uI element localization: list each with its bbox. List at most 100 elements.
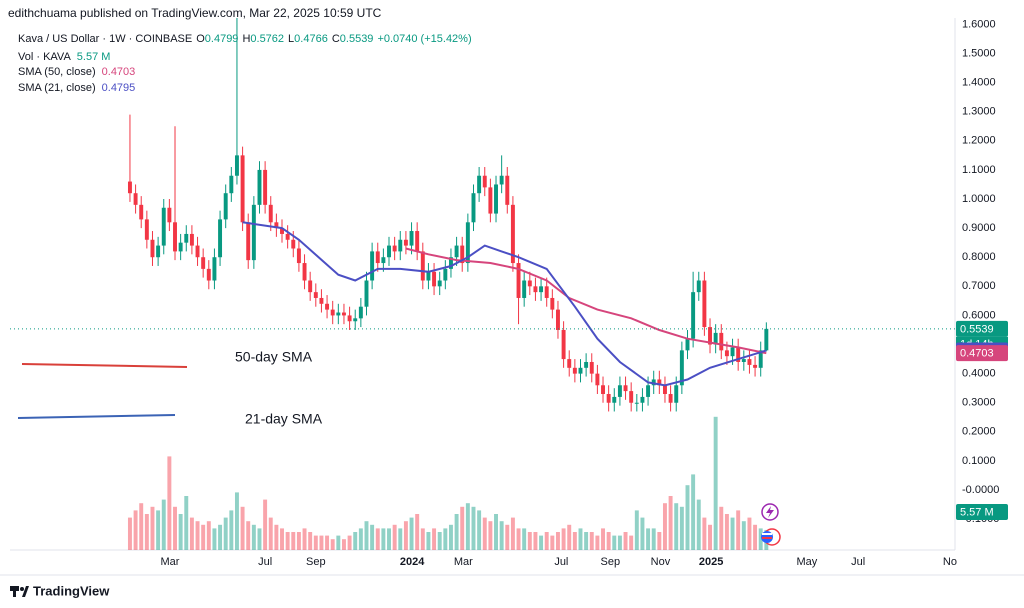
candle-body bbox=[572, 367, 577, 374]
x-tick-label: Nov bbox=[651, 556, 671, 568]
volume-bar bbox=[139, 503, 144, 550]
candle-body bbox=[561, 329, 566, 360]
volume-bar bbox=[685, 485, 690, 550]
candle-body bbox=[341, 312, 346, 316]
volume-bar bbox=[640, 517, 645, 550]
volume-bar bbox=[285, 532, 290, 550]
candle-body bbox=[195, 245, 200, 258]
y-tick-label: 1.3000 bbox=[962, 106, 996, 118]
y-tick-label: 1.2000 bbox=[962, 135, 996, 147]
volume-bar bbox=[634, 510, 639, 550]
candle-body bbox=[229, 175, 234, 194]
volume-bar bbox=[691, 474, 696, 550]
volume-bar bbox=[555, 532, 560, 550]
volume-bar bbox=[516, 528, 521, 550]
candle-body bbox=[629, 391, 634, 403]
price-badge-label: 0.4703 bbox=[960, 348, 994, 360]
volume-bar bbox=[662, 503, 667, 550]
volume-bar bbox=[668, 496, 673, 550]
candle-body bbox=[482, 175, 487, 188]
volume-bar bbox=[674, 503, 679, 550]
candle-body bbox=[347, 315, 352, 322]
candle-body bbox=[212, 257, 217, 281]
volume-bar bbox=[336, 535, 341, 550]
volume-bar bbox=[218, 524, 223, 550]
candle-body bbox=[358, 306, 363, 319]
volume-bar bbox=[370, 524, 375, 550]
candle-body bbox=[708, 327, 712, 345]
candle-body bbox=[392, 245, 397, 252]
ohlc-value: 0.5762 bbox=[250, 33, 284, 45]
volume-bar bbox=[296, 532, 301, 550]
candle-body bbox=[274, 222, 279, 229]
candle-body bbox=[589, 361, 594, 374]
volume-bar bbox=[544, 532, 549, 550]
volume-bar bbox=[184, 496, 189, 550]
candle-body bbox=[747, 359, 752, 365]
candle-body bbox=[465, 222, 470, 264]
candle-body bbox=[184, 233, 189, 243]
plot-area bbox=[127, 18, 769, 550]
candle-body bbox=[578, 367, 583, 374]
candle-body bbox=[477, 175, 482, 194]
volume-bar bbox=[358, 528, 363, 550]
candle-body bbox=[454, 245, 459, 258]
volume-bar bbox=[167, 456, 172, 550]
candle-body bbox=[555, 309, 560, 330]
price-badge bbox=[956, 503, 1008, 520]
candle-body bbox=[499, 175, 504, 185]
event-icons bbox=[761, 503, 781, 546]
volume-bar bbox=[606, 532, 611, 550]
candle-body bbox=[234, 155, 239, 176]
price-badge bbox=[956, 345, 1008, 362]
candle-body bbox=[679, 350, 684, 386]
volume-bar bbox=[646, 528, 651, 550]
candle-body bbox=[280, 228, 284, 234]
y-tick-label: 0.1000 bbox=[962, 455, 996, 467]
candle-body bbox=[432, 271, 437, 287]
y-tick-label: 0.8000 bbox=[962, 251, 996, 263]
candle-body bbox=[144, 219, 149, 240]
volume-bar bbox=[195, 521, 200, 550]
volume-bar bbox=[595, 535, 600, 550]
candle-body bbox=[758, 350, 763, 368]
candle-body bbox=[285, 233, 290, 240]
volume-bar bbox=[308, 532, 313, 550]
candle-body bbox=[409, 231, 414, 246]
candle-body bbox=[539, 286, 544, 293]
volume-bar bbox=[679, 506, 684, 550]
volume-bar bbox=[601, 528, 605, 550]
volume-bar bbox=[747, 517, 752, 550]
volume-name: Vol · KAVA bbox=[18, 51, 71, 63]
volume-bar bbox=[567, 524, 572, 550]
candle-body bbox=[443, 268, 448, 281]
candle-body bbox=[527, 280, 532, 287]
candle-body bbox=[606, 394, 611, 403]
candle-body bbox=[612, 396, 617, 403]
candle-body bbox=[584, 361, 589, 368]
candle-body bbox=[753, 364, 758, 368]
volume-bar bbox=[432, 528, 437, 550]
volume-bar bbox=[347, 535, 352, 550]
x-tick-label: Sep bbox=[601, 556, 621, 568]
candle-body bbox=[263, 169, 268, 205]
y-tick-label: 0.3000 bbox=[962, 397, 996, 409]
candle-body bbox=[730, 347, 735, 357]
x-tick-label: Sep bbox=[306, 556, 326, 568]
candle-body bbox=[601, 385, 605, 395]
candle-body bbox=[736, 347, 741, 362]
volume-bar bbox=[708, 524, 712, 550]
candle-body bbox=[364, 280, 369, 307]
candle-body bbox=[291, 239, 296, 249]
volume-bar bbox=[702, 517, 707, 550]
candle-body bbox=[167, 207, 172, 223]
candle-body bbox=[437, 280, 442, 287]
volume-bar bbox=[736, 510, 741, 550]
price-badge-label: 0.5539 bbox=[960, 323, 994, 335]
volume-bar bbox=[381, 528, 386, 550]
volume-bar bbox=[629, 535, 634, 550]
candle-body bbox=[640, 396, 645, 403]
candle-body bbox=[218, 219, 223, 258]
x-tick-label: 2025 bbox=[699, 556, 723, 568]
